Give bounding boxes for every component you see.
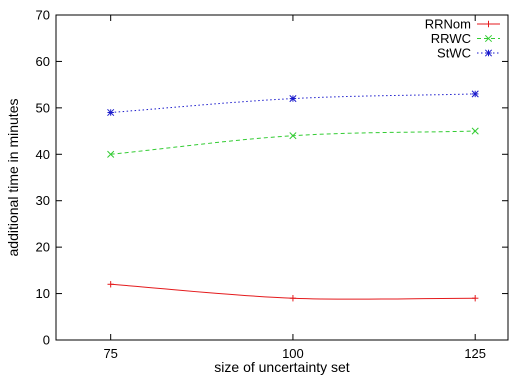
series-RRWC xyxy=(107,127,479,158)
x-tick-label: 100 xyxy=(282,346,304,361)
data-point-RRNom xyxy=(107,281,114,288)
data-point-RRWC xyxy=(289,132,297,140)
y-tick-label: 70 xyxy=(36,8,50,23)
y-tick-label: 40 xyxy=(36,147,50,162)
plot-frame xyxy=(55,14,509,341)
data-point-RRWC xyxy=(107,150,115,158)
legend-marker-StWC xyxy=(484,49,493,57)
data-point-RRWC xyxy=(471,127,479,135)
y-tick-label: 20 xyxy=(36,240,50,255)
series-RRNom xyxy=(107,281,479,302)
x-axis-label: size of uncertainty set xyxy=(214,359,350,375)
y-tick-label: 60 xyxy=(36,54,50,69)
y-axis-label: additional time in minutes xyxy=(5,99,21,257)
legend-marker-RRWC xyxy=(484,34,493,43)
legend-label-RRNom: RRNom xyxy=(425,17,471,32)
y-tick-label: 50 xyxy=(36,100,50,115)
legend-marker-RRNom xyxy=(485,20,492,28)
data-point-StWC xyxy=(289,95,297,103)
y-tick-label: 10 xyxy=(36,286,50,301)
x-tick-label: 125 xyxy=(464,346,486,361)
data-point-RRNom xyxy=(289,295,297,302)
series-line-RRWC xyxy=(110,130,476,155)
x-axis-ticks: 75 100 125 xyxy=(103,15,486,361)
legend-label-RRWC: RRWC xyxy=(431,31,471,46)
legend-label-StWC: StWC xyxy=(437,46,471,61)
y-axis-ticks: 0 10 20 30 40 50 60 70 xyxy=(36,8,508,348)
data-point-StWC xyxy=(471,90,479,98)
series-line-StWC xyxy=(110,93,476,113)
x-tick-label: 75 xyxy=(103,346,117,361)
series-StWC xyxy=(107,90,479,117)
y-tick-label: 0 xyxy=(43,333,50,348)
data-point-StWC xyxy=(107,108,115,117)
data-point-RRNom xyxy=(471,295,479,302)
series-layer xyxy=(107,90,479,302)
y-tick-label: 30 xyxy=(36,193,50,208)
